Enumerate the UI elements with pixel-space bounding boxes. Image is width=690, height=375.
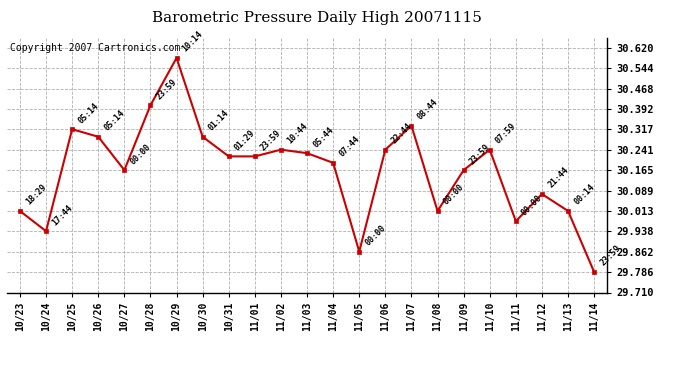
- Text: 22:44: 22:44: [390, 122, 413, 146]
- Text: 01:14: 01:14: [207, 108, 231, 133]
- Text: 23:59: 23:59: [259, 128, 283, 152]
- Text: 17:44: 17:44: [50, 203, 75, 227]
- Text: 00:00: 00:00: [128, 142, 152, 166]
- Text: 23:59: 23:59: [598, 244, 622, 268]
- Text: 05:14: 05:14: [77, 101, 100, 125]
- Text: 05:44: 05:44: [311, 125, 335, 149]
- Text: 10:14: 10:14: [181, 30, 205, 54]
- Text: 01:29: 01:29: [233, 128, 257, 152]
- Text: 21:44: 21:44: [546, 166, 570, 190]
- Text: 00:00: 00:00: [520, 193, 544, 217]
- Text: 08:44: 08:44: [415, 98, 440, 122]
- Text: 18:29: 18:29: [24, 183, 48, 207]
- Text: Barometric Pressure Daily High 20071115: Barometric Pressure Daily High 20071115: [152, 11, 482, 25]
- Text: 10:44: 10:44: [285, 122, 309, 146]
- Text: 00:00: 00:00: [442, 183, 466, 207]
- Text: 05:14: 05:14: [102, 108, 126, 133]
- Text: 00:14: 00:14: [572, 183, 596, 207]
- Text: 07:59: 07:59: [494, 122, 518, 146]
- Text: 23:59: 23:59: [155, 77, 179, 101]
- Text: Copyright 2007 Cartronics.com: Copyright 2007 Cartronics.com: [10, 43, 180, 52]
- Text: 07:44: 07:44: [337, 135, 362, 159]
- Text: 23:59: 23:59: [468, 142, 492, 166]
- Text: 00:00: 00:00: [364, 224, 388, 248]
